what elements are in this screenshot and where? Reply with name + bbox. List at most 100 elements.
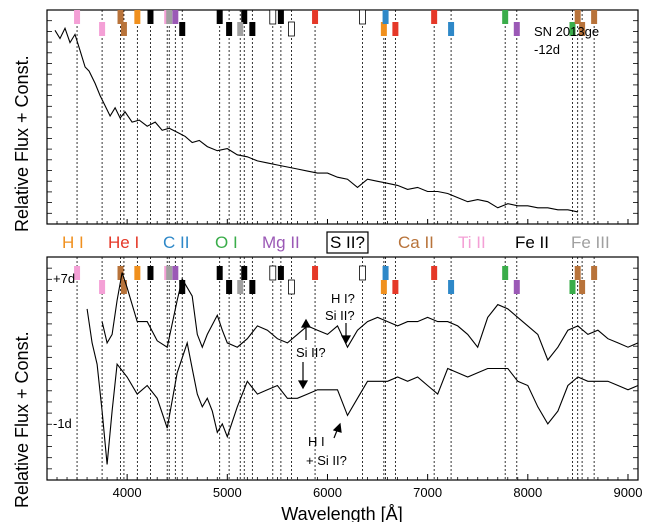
bottom-y-axis-title: Relative Flux + Const. xyxy=(12,331,32,508)
annotation-si-ii-q-upper: Si II? xyxy=(325,308,355,323)
top-marker-ca-ii xyxy=(574,10,581,24)
top-marker-h-i xyxy=(380,22,387,36)
top-marker-s-ii xyxy=(269,9,277,25)
top-marker-fe-ii xyxy=(249,22,256,36)
legend-ca-ii: Ca II xyxy=(398,233,434,252)
x-tick-label: 6000 xyxy=(313,485,342,500)
x-tick-label: 7000 xyxy=(413,485,442,500)
top-panel-line-markers xyxy=(74,9,598,37)
bottom-marker-ca-ii xyxy=(579,280,586,294)
annotation-si-ii-q-middle: Si II? xyxy=(296,345,326,360)
top-marker-fe-iii xyxy=(166,10,173,24)
object-name: SN 2013ge xyxy=(534,24,599,39)
annotation-h-i-q: H I? xyxy=(331,291,355,306)
bottom-marker-h-i xyxy=(134,266,141,280)
legend-c-ii: C II xyxy=(163,233,189,252)
bottom-marker-c-ii xyxy=(382,266,389,280)
top-panel-gridlines xyxy=(76,10,595,224)
bottom-marker-s-ii xyxy=(269,265,277,281)
bottom-marker-c-ii xyxy=(448,280,455,294)
legend-h-i: H I xyxy=(62,233,84,252)
top-marker-fe-ii xyxy=(147,10,154,24)
bottom-marker-fe-ii xyxy=(277,266,284,280)
top-marker-fe-ii xyxy=(179,22,186,36)
spectrum-minus1d xyxy=(86,308,639,465)
top-marker-fe-ii xyxy=(226,22,233,36)
bottom-marker-he-i xyxy=(392,280,399,294)
legend-fe-ii: Fe II xyxy=(515,233,549,252)
legend-s-ii: S II? xyxy=(330,233,365,252)
top-marker-o-i xyxy=(569,22,576,36)
axis-ticks: 4000 5000 6000 7000 8000 9000 xyxy=(47,9,643,500)
bottom-marker-s-ii xyxy=(288,279,295,295)
top-marker-c-ii xyxy=(448,22,455,36)
top-marker-ti-ii xyxy=(99,22,106,36)
top-marker-fe-ii xyxy=(241,10,248,24)
x-tick-label: 5000 xyxy=(213,485,242,500)
legend-ti-ii: Ti II xyxy=(458,233,486,252)
annotation-arrows xyxy=(297,318,352,439)
bottom-marker-he-i xyxy=(431,266,438,280)
spectrum-minus12d xyxy=(54,26,579,213)
top-marker-s-ii xyxy=(359,9,366,25)
bottom-marker-o-i xyxy=(502,266,509,280)
bottom-marker-ca-ii xyxy=(120,280,127,294)
bottom-marker-fe-ii xyxy=(226,280,233,294)
top-marker-s-ii xyxy=(288,21,295,37)
bottom-marker-o-i xyxy=(569,280,576,294)
top-marker-fe-ii xyxy=(216,10,223,24)
x-tick-label: 8000 xyxy=(513,485,542,500)
top-marker-fe-iii xyxy=(237,22,244,36)
top-marker-ca-ii xyxy=(579,22,586,36)
bottom-marker-ca-ii xyxy=(591,266,598,280)
bottom-marker-fe-ii xyxy=(241,266,248,280)
top-marker-h-i xyxy=(134,10,141,24)
line-legend: H I He I C II O I Mg II S II? Ca II Ti II Fe II F… xyxy=(62,231,610,254)
bottom-marker-s-ii xyxy=(359,265,366,281)
epoch-top: -12d xyxy=(534,42,560,57)
x-tick-label: 9000 xyxy=(614,485,643,500)
bottom-marker-h-i xyxy=(380,280,387,294)
epoch-minus1: -1d xyxy=(53,416,72,431)
top-marker-mg-ii xyxy=(172,10,179,24)
bottom-panel-line-markers xyxy=(74,265,598,295)
legend-box xyxy=(326,231,369,254)
top-marker-ca-ii xyxy=(591,10,598,24)
top-marker-ca-ii xyxy=(120,22,127,36)
top-marker-ti-ii xyxy=(74,10,81,24)
epoch-plus7: +7d xyxy=(53,271,75,286)
annotation-h-i: H I xyxy=(308,434,325,449)
bottom-marker-fe-iii xyxy=(166,266,173,280)
bottom-panel-gridlines xyxy=(76,257,595,480)
bottom-marker-fe-ii xyxy=(179,280,186,294)
legend-fe-iii: Fe III xyxy=(571,233,610,252)
top-panel-series xyxy=(54,26,579,213)
legend-he-i: He I xyxy=(108,233,139,252)
bottom-marker-mg-ii xyxy=(172,266,179,280)
top-marker-he-i xyxy=(431,10,438,24)
x-axis-title: Wavelength [Å] xyxy=(281,504,402,522)
top-marker-he-i xyxy=(312,10,319,24)
bottom-marker-he-i xyxy=(312,266,319,280)
top-marker-o-i xyxy=(502,10,509,24)
bottom-marker-fe-ii xyxy=(216,266,223,280)
bottom-marker-mg-ii xyxy=(513,280,520,294)
x-tick-label: 4000 xyxy=(113,485,142,500)
bottom-marker-fe-ii xyxy=(249,280,256,294)
top-marker-fe-ii xyxy=(277,10,284,24)
bottom-marker-fe-ii xyxy=(147,266,154,280)
bottom-marker-ti-ii xyxy=(99,280,106,294)
bottom-marker-ca-ii xyxy=(117,266,124,280)
bottom-marker-ca-ii xyxy=(574,266,581,280)
top-marker-he-i xyxy=(392,22,399,36)
top-marker-c-ii xyxy=(382,10,389,24)
bottom-marker-fe-iii xyxy=(237,280,244,294)
legend-mg-ii: Mg II xyxy=(262,233,300,252)
top-marker-ca-ii xyxy=(117,10,124,24)
legend-o-i: O I xyxy=(215,233,238,252)
annotation-plus-si-ii-q: + Si II? xyxy=(306,453,347,468)
top-marker-mg-ii xyxy=(513,22,520,36)
bottom-marker-ti-ii xyxy=(74,266,81,280)
top-y-axis-title: Relative Flux + Const. xyxy=(12,55,32,232)
